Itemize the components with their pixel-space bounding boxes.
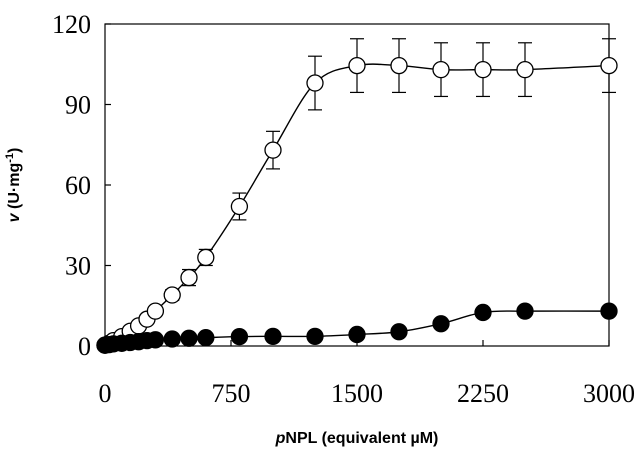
y-tick-label: 0 [78, 332, 91, 361]
y-tick-label: 120 [52, 10, 91, 39]
open-circle-point [306, 74, 324, 92]
filled-circle-point [600, 302, 618, 320]
open-circle-point [390, 56, 408, 75]
open-circle-point [432, 60, 450, 79]
y-axis-title-unit-sup: -1 [4, 153, 16, 163]
filled-circle-point [180, 329, 198, 347]
open-circle-point [163, 286, 181, 304]
x-tick-label: 3000 [583, 379, 635, 408]
open-circle-point [600, 56, 618, 75]
series-line [104, 63, 610, 346]
y-tick-label: 60 [65, 171, 91, 200]
x-tick-label: 1500 [331, 379, 383, 408]
filled-circle-point [516, 302, 534, 320]
x-axis-title: pNPL (equivalent µM) [275, 430, 439, 447]
filled-circle-point [146, 331, 165, 349]
x-axis-title-prefix: p [275, 430, 286, 447]
x-tick-label: 2250 [457, 379, 509, 408]
filled-circle-point [306, 327, 324, 345]
series-2 [96, 302, 618, 354]
filled-circle-point [163, 330, 181, 348]
filled-circle-point [348, 325, 366, 344]
filled-circle-point [264, 327, 282, 345]
open-circle-point [146, 302, 165, 320]
x-tick-label: 750 [212, 379, 251, 408]
open-circle-point [264, 141, 282, 159]
y-axis-title-unit: (U·mg [6, 163, 23, 209]
x-axis-title-text: NPL (equivalent µM) [285, 430, 438, 447]
y-axis-title: v (U·mg-1) [4, 148, 23, 223]
x-tick-label: 0 [99, 379, 112, 408]
series-1 [96, 38, 618, 354]
y-axis: 0 30 60 90 120 [52, 10, 111, 361]
open-circle-point [474, 60, 492, 79]
y-tick-label: 90 [65, 91, 91, 120]
filled-circle-point [230, 327, 249, 346]
open-circle-point [516, 60, 534, 79]
y-axis-title-unit-close: ) [6, 148, 23, 153]
open-circle-point [230, 197, 249, 216]
open-circle-point [348, 56, 366, 75]
filled-circle-point [390, 323, 408, 341]
open-circle-point [197, 248, 215, 267]
open-circle-point [180, 268, 198, 287]
filled-circle-point [474, 303, 492, 322]
filled-circle-point [197, 329, 215, 347]
y-tick-label: 30 [65, 252, 91, 281]
filled-circle-point [432, 315, 450, 333]
x-axis: 0 750 1500 2250 3000 [99, 340, 635, 408]
series-layer [96, 38, 618, 354]
y-axis-title-symbol: v [6, 212, 23, 222]
